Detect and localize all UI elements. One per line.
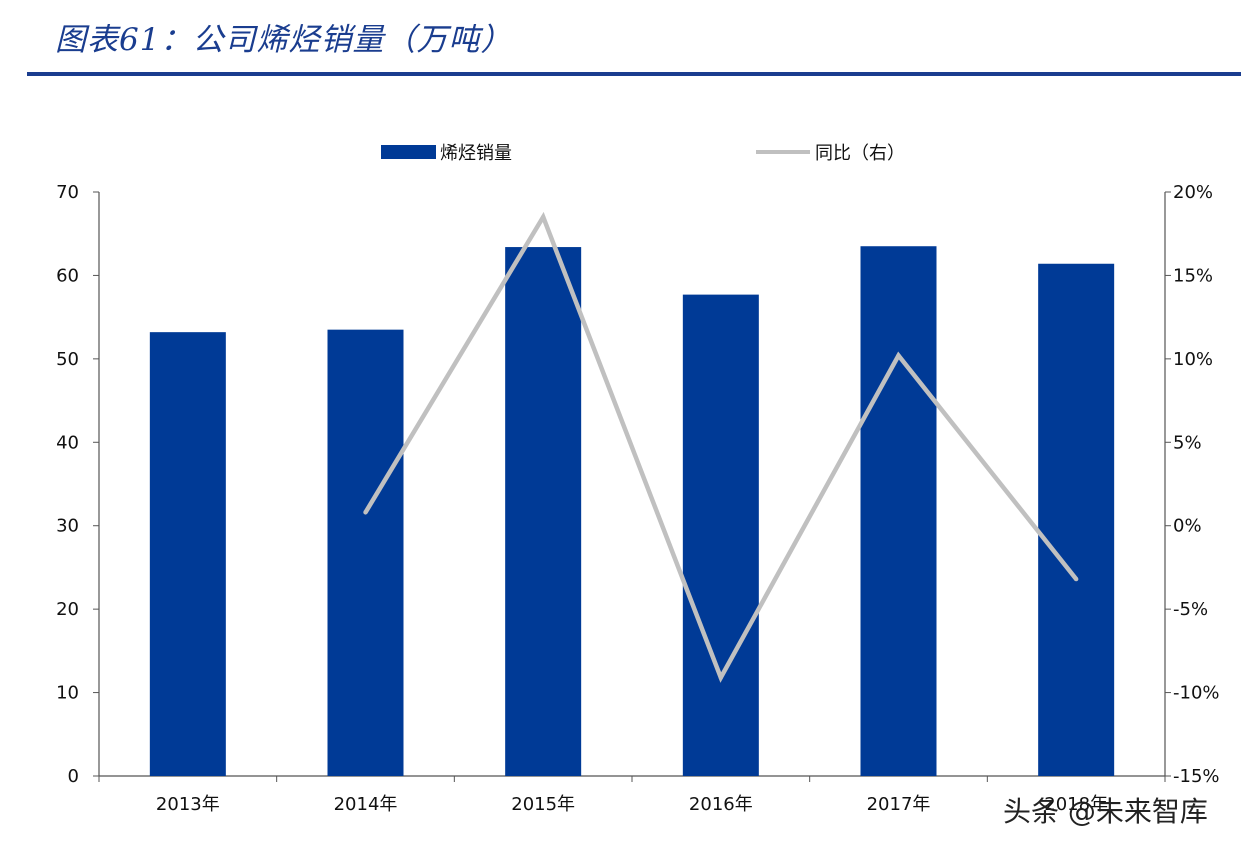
title-divider <box>27 72 1241 76</box>
line-point <box>540 214 546 220</box>
y-tick-label-right: -5% <box>1173 599 1208 620</box>
y-tick-label-right: 15% <box>1173 265 1213 286</box>
y-tick-label-right: 20% <box>1173 182 1213 203</box>
watermark: 头条 @未来智库 <box>1003 795 1208 828</box>
y-tick-label-left: 50 <box>56 349 79 370</box>
x-tick-label: 2013年 <box>156 794 220 815</box>
y-tick-label-right: 5% <box>1173 432 1202 453</box>
line-point <box>896 353 901 358</box>
bar <box>682 294 759 776</box>
y-tick-label-left: 10 <box>56 683 79 704</box>
y-tick-label-right: -15% <box>1173 766 1220 787</box>
bar-series <box>149 246 1115 777</box>
bar <box>860 246 937 776</box>
y-tick-label-left: 30 <box>56 516 79 537</box>
line-point <box>363 510 368 515</box>
x-tick-label: 2018年 <box>1044 794 1108 815</box>
axes <box>93 191 1171 782</box>
y-tick-label-left: 70 <box>56 182 79 203</box>
x-tick-label: 2016年 <box>689 794 753 815</box>
x-tick-label: 2015年 <box>511 794 575 815</box>
y-tick-label-left: 60 <box>56 265 79 286</box>
bar <box>149 332 226 776</box>
page-title: 图表61：公司烯烃销量（万吨） <box>55 22 513 58</box>
legend-label-line: 同比（右） <box>815 143 905 164</box>
y-tick-label-right: -10% <box>1173 683 1220 704</box>
bar <box>505 247 582 776</box>
bar <box>1038 263 1115 777</box>
line-series <box>363 211 1079 683</box>
bar <box>327 329 404 776</box>
legend-swatch-bar <box>381 145 436 159</box>
legend: 烯烃销量 同比（右） <box>381 143 905 164</box>
x-tick-label: 2017年 <box>867 794 931 815</box>
y-tick-label-right: 10% <box>1173 349 1213 370</box>
legend-label-bar: 烯烃销量 <box>440 143 512 164</box>
y-tick-label-left: 20 <box>56 599 79 620</box>
y-tick-label-left: 40 <box>56 432 79 453</box>
tick-labels: 0 10 20 30 40 50 60 70 -15% -10% -5% 0% 5% 10% 15% 20% 2… <box>56 182 1219 815</box>
x-tick-label: 2014年 <box>334 794 398 815</box>
y-tick-label-left: 0 <box>68 766 79 787</box>
line-point <box>1073 576 1079 582</box>
line-point <box>718 675 724 680</box>
y-tick-label-right: 0% <box>1173 516 1202 537</box>
